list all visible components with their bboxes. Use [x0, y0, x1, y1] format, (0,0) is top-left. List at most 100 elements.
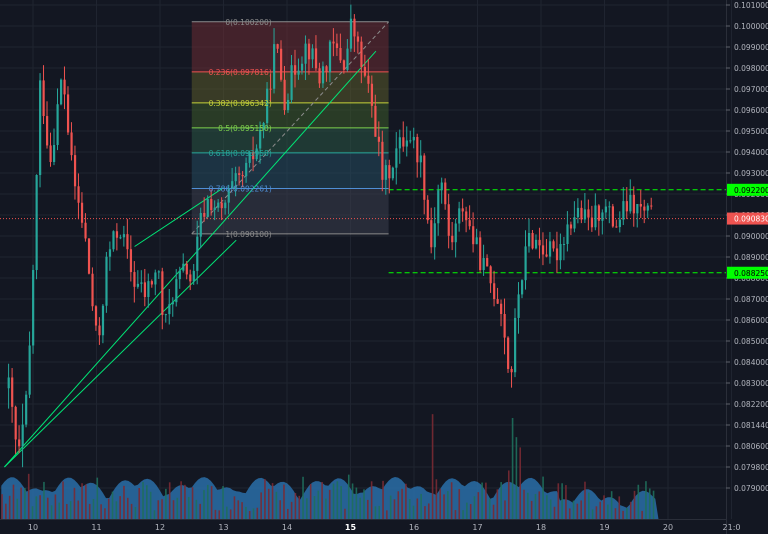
- volume-bar: [378, 505, 381, 519]
- candle-body: [87, 238, 91, 274]
- volume-bar: [12, 484, 15, 519]
- time-axis[interactable]: 10 11 12 13 14 15 16 17 18 19 20 21:0: [0, 519, 740, 533]
- candle-body: [154, 272, 157, 285]
- volume-bar: [168, 482, 171, 519]
- candle-body: [53, 144, 56, 163]
- candle-body: [444, 182, 447, 205]
- volume-bar: [229, 509, 232, 519]
- candle-body: [342, 60, 346, 70]
- candle-body: [70, 132, 73, 156]
- candle-body: [391, 167, 394, 179]
- candle-body: [168, 304, 171, 315]
- candle-body: [356, 36, 360, 42]
- volume-bar: [427, 503, 430, 519]
- candle-body: [538, 239, 541, 246]
- candle-body: [650, 205, 653, 207]
- price-tick-label: 0.080600: [734, 442, 768, 451]
- candle-body: [227, 188, 230, 203]
- candle-body: [147, 281, 150, 298]
- channel-upper-line[interactable]: [4, 50, 377, 468]
- volume-bar: [328, 489, 331, 519]
- candle-body: [217, 202, 220, 208]
- volume-bar: [332, 483, 335, 519]
- candle-body: [136, 283, 140, 287]
- candle-body: [566, 224, 569, 244]
- fibonacci-retracement[interactable]: [191, 21, 389, 235]
- time-tick-label: 11: [91, 523, 101, 532]
- candle-body: [14, 406, 17, 440]
- candle-body: [426, 199, 429, 221]
- price-marker-badge: [727, 183, 768, 196]
- candle-body: [182, 263, 185, 271]
- candle-body: [398, 137, 401, 149]
- volume-bar: [20, 487, 22, 519]
- candle-body: [555, 248, 559, 261]
- volume-bar: [210, 486, 213, 519]
- candle-body: [349, 18, 353, 49]
- volume-bar: [226, 506, 228, 519]
- candle-body: [559, 244, 562, 261]
- volume-bar: [275, 491, 278, 519]
- volume-bar: [447, 491, 449, 519]
- volume-bar: [599, 501, 602, 519]
- volume-bar: [580, 500, 582, 519]
- volume-bar: [317, 490, 320, 519]
- volume-bar: [645, 481, 647, 519]
- time-tick-label: 10: [28, 523, 38, 532]
- volume-bar: [50, 505, 53, 519]
- volume-bar: [389, 495, 392, 519]
- volume-bar: [469, 504, 472, 519]
- volume-bar: [591, 509, 594, 519]
- volume-bar: [245, 506, 247, 519]
- candle-body: [500, 303, 503, 314]
- price-marker-label: 0.088250: [734, 269, 768, 278]
- volume-bar: [100, 504, 102, 519]
- volume-bar: [485, 482, 487, 519]
- volume-bar: [340, 486, 342, 519]
- candle-body: [451, 235, 454, 243]
- volume-bar: [519, 447, 522, 519]
- volume-bar: [294, 492, 297, 519]
- candle-body: [35, 175, 38, 271]
- candle-body: [332, 41, 335, 44]
- volume-bar: [306, 498, 308, 519]
- volume-bar: [191, 487, 194, 519]
- candle-body: [580, 207, 583, 220]
- fib-trend-line[interactable]: [191, 21, 389, 235]
- candle-body: [7, 377, 10, 389]
- candle-body: [384, 165, 387, 180]
- volume-bar: [534, 493, 537, 519]
- volume-bar: [622, 510, 624, 519]
- volume-bar: [481, 482, 483, 519]
- price-markers: 0.092200 0.090830 0.088250: [727, 183, 768, 279]
- channel-parallel-line[interactable]: [134, 187, 224, 247]
- candle-body: [388, 165, 391, 179]
- volume-bar: [66, 504, 68, 519]
- candle-body: [615, 226, 618, 228]
- candle-body: [133, 272, 136, 287]
- volume-bar: [488, 498, 491, 519]
- volume-bar: [439, 488, 441, 519]
- candle-body: [496, 299, 499, 304]
- candle-body: [374, 105, 377, 137]
- candle-body: [290, 65, 293, 100]
- candle-body: [583, 209, 587, 220]
- volume-bar: [172, 500, 175, 519]
- candle-body: [468, 220, 471, 227]
- volume-bar: [252, 508, 255, 519]
- volume-bar: [149, 491, 152, 519]
- volume-bar: [386, 510, 388, 519]
- volume-bar: [572, 500, 575, 519]
- volume-bar: [126, 497, 129, 519]
- candle-body: [541, 245, 545, 255]
- time-tick-label: 20: [663, 523, 673, 532]
- volume-bar: [69, 501, 72, 519]
- candle-body: [520, 280, 524, 295]
- candle-body: [178, 270, 181, 280]
- candle-body: [625, 201, 628, 212]
- candle-body: [234, 173, 237, 182]
- price-tick-label: 0.097000: [734, 85, 768, 94]
- volume-bar: [626, 508, 628, 519]
- candle-body: [618, 219, 621, 228]
